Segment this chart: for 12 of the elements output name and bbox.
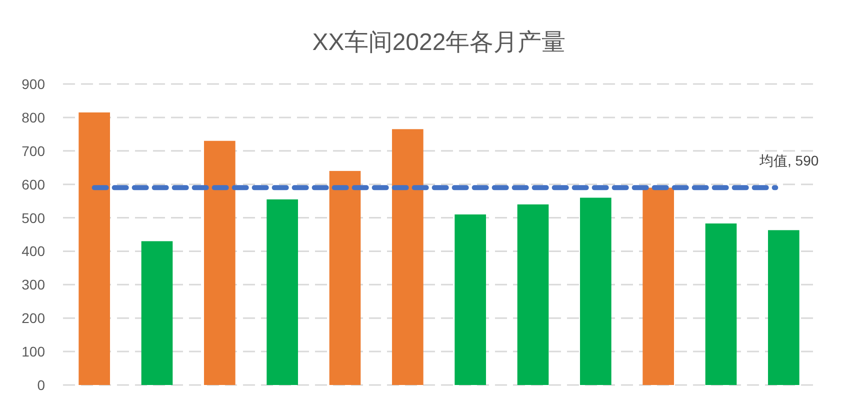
ytick: 300 — [22, 276, 45, 293]
ytick: 500 — [22, 210, 45, 226]
ytick: 100 — [22, 344, 45, 360]
ytick: 0 — [37, 377, 45, 393]
title: XX车间2022年各月产量 — [312, 29, 566, 56]
ref-label: 均值, 590 — [760, 152, 819, 169]
ytick: 900 — [22, 76, 45, 92]
ytick: 700 — [22, 142, 45, 159]
ytick: 400 — [22, 243, 45, 260]
ytick: 200 — [22, 310, 45, 326]
ytick: 600 — [22, 176, 45, 192]
ytick: 800 — [22, 109, 45, 126]
